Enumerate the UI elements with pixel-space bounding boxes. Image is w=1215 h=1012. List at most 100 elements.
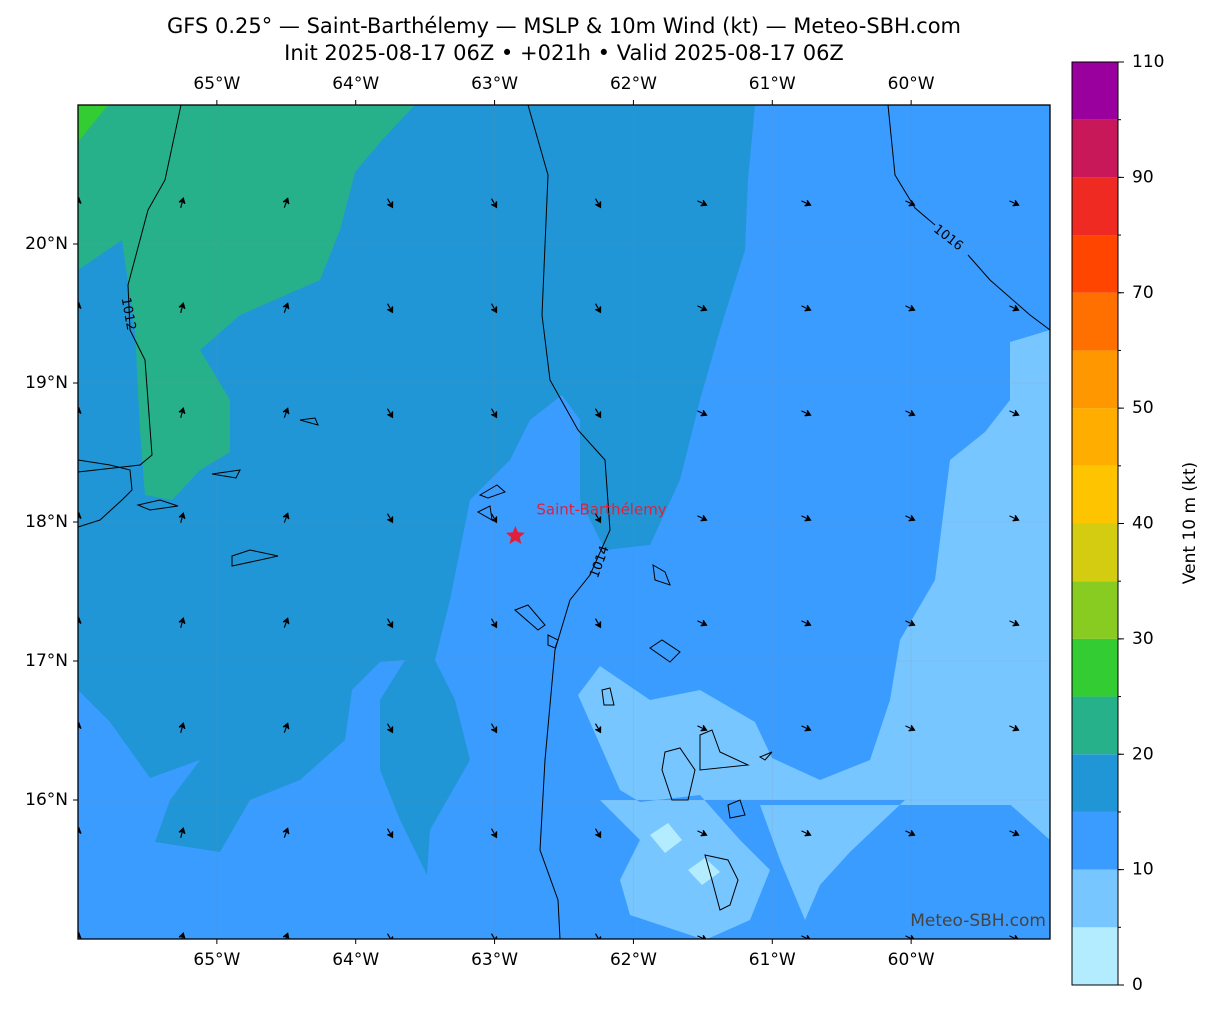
wind-arrow — [594, 408, 602, 419]
wind-arrow — [697, 304, 708, 312]
coastlines — [78, 417, 773, 911]
wind-arrow — [801, 619, 812, 627]
wind-arrow — [905, 724, 916, 732]
colorbar-tick-label: 90 — [1132, 167, 1154, 187]
wind-arrow — [386, 198, 394, 209]
wind-arrow — [490, 513, 498, 524]
wind-arrow — [905, 514, 916, 522]
colorbar-band — [1072, 869, 1118, 928]
wind-arrow — [178, 617, 186, 628]
lat-label: 17°N — [25, 651, 68, 671]
lon-label: 65°W — [193, 74, 240, 94]
wind-arrow — [1009, 514, 1020, 522]
wind-arrow — [697, 514, 708, 522]
wind-arrow — [905, 619, 916, 627]
colorbar-band — [1072, 465, 1118, 524]
colorbar-band — [1072, 927, 1118, 985]
wind-arrow — [282, 722, 290, 733]
subtitle: Init 2025-08-17 06Z • +021h • Valid 2025… — [284, 41, 844, 65]
wind-arrow — [1009, 619, 1020, 627]
wind-arrow — [282, 512, 290, 523]
colorbar-tick-label: 0 — [1132, 975, 1143, 995]
colorbar-band — [1072, 119, 1118, 178]
location-marker — [505, 525, 525, 544]
wind-field-20-25 — [78, 105, 415, 500]
colorbar-band — [1072, 350, 1118, 409]
wind-arrow — [386, 303, 394, 314]
colorbar-band — [1072, 696, 1118, 755]
wind-arrow — [594, 513, 602, 524]
location-label: Saint-Barthélemy — [536, 500, 666, 518]
wind-arrow — [178, 722, 186, 733]
wind-arrow — [594, 618, 602, 629]
wind-field-5-10 — [578, 330, 1050, 939]
isobar-lines — [78, 105, 1050, 939]
wind-arrow — [386, 828, 394, 839]
title: GFS 0.25° — Saint-Barthélemy — MSLP & 10… — [167, 14, 961, 38]
wind-arrow — [282, 617, 290, 628]
colorbar-band — [1072, 235, 1118, 293]
isobar — [887, 105, 1050, 331]
colorbar-band — [1072, 754, 1118, 812]
wind-arrow — [386, 618, 394, 629]
lon-label: 60°W — [888, 950, 935, 970]
wind-arrow — [490, 408, 498, 419]
wind-arrow — [905, 199, 916, 207]
wind-arrow — [490, 723, 498, 734]
lon-label: 62°W — [610, 950, 657, 970]
lat-label: 19°N — [25, 373, 68, 393]
lon-label: 61°W — [749, 950, 796, 970]
colorbar-band — [1072, 292, 1118, 351]
colorbar-band — [1072, 177, 1118, 236]
wind-arrow — [594, 198, 602, 209]
wind-arrow — [594, 723, 602, 734]
watermark: Meteo-SBH.com — [910, 911, 1046, 931]
wind-field-25-30 — [78, 105, 108, 142]
colorbar-band — [1072, 62, 1118, 120]
wind-arrow — [178, 512, 186, 523]
wind-arrow — [490, 618, 498, 629]
colorbar-tick-label: 110 — [1132, 52, 1164, 72]
wind-arrow — [905, 829, 916, 837]
wind-arrow — [1009, 199, 1020, 207]
wind-arrow — [386, 723, 394, 734]
wind-arrow — [801, 829, 812, 837]
wind-arrow — [697, 409, 708, 417]
lon-label: 63°W — [471, 74, 518, 94]
colorbar-tick-label: 40 — [1132, 514, 1154, 534]
lat-label: 18°N — [25, 512, 68, 532]
isobar-label: 1012 — [118, 296, 139, 331]
lon-label: 64°W — [332, 950, 379, 970]
lon-label: 60°W — [888, 74, 935, 94]
wind-arrow — [801, 304, 812, 312]
wind-field-0-5 — [650, 823, 682, 853]
wind-arrow — [801, 199, 812, 207]
wind-arrow — [282, 302, 290, 313]
wind-arrow — [282, 407, 290, 418]
colorbar-tick-label: 50 — [1132, 398, 1154, 418]
isobar — [527, 105, 611, 939]
lat-label: 16°N — [25, 790, 68, 810]
wind-arrow — [282, 932, 290, 939]
colorbar-band — [1072, 523, 1118, 582]
wind-arrow — [386, 513, 394, 524]
wind-arrow — [490, 303, 498, 314]
wind-arrow — [905, 304, 916, 312]
wind-arrow — [490, 198, 498, 209]
lon-label: 65°W — [193, 950, 240, 970]
wind-arrow — [178, 932, 186, 939]
wind-arrow — [697, 619, 708, 627]
wind-arrow — [1009, 409, 1020, 417]
wind-arrow — [801, 514, 812, 522]
wind-arrow — [801, 724, 812, 732]
colorbar-tick-label: 10 — [1132, 860, 1154, 880]
colorbar-band — [1072, 811, 1118, 870]
wind-arrow — [490, 828, 498, 839]
wind-arrow — [594, 828, 602, 839]
isobar — [78, 105, 182, 473]
wind-field-0-5 — [688, 858, 720, 885]
wind-arrow — [697, 199, 708, 207]
colorbar-band — [1072, 408, 1118, 466]
wind-arrow — [178, 197, 186, 208]
